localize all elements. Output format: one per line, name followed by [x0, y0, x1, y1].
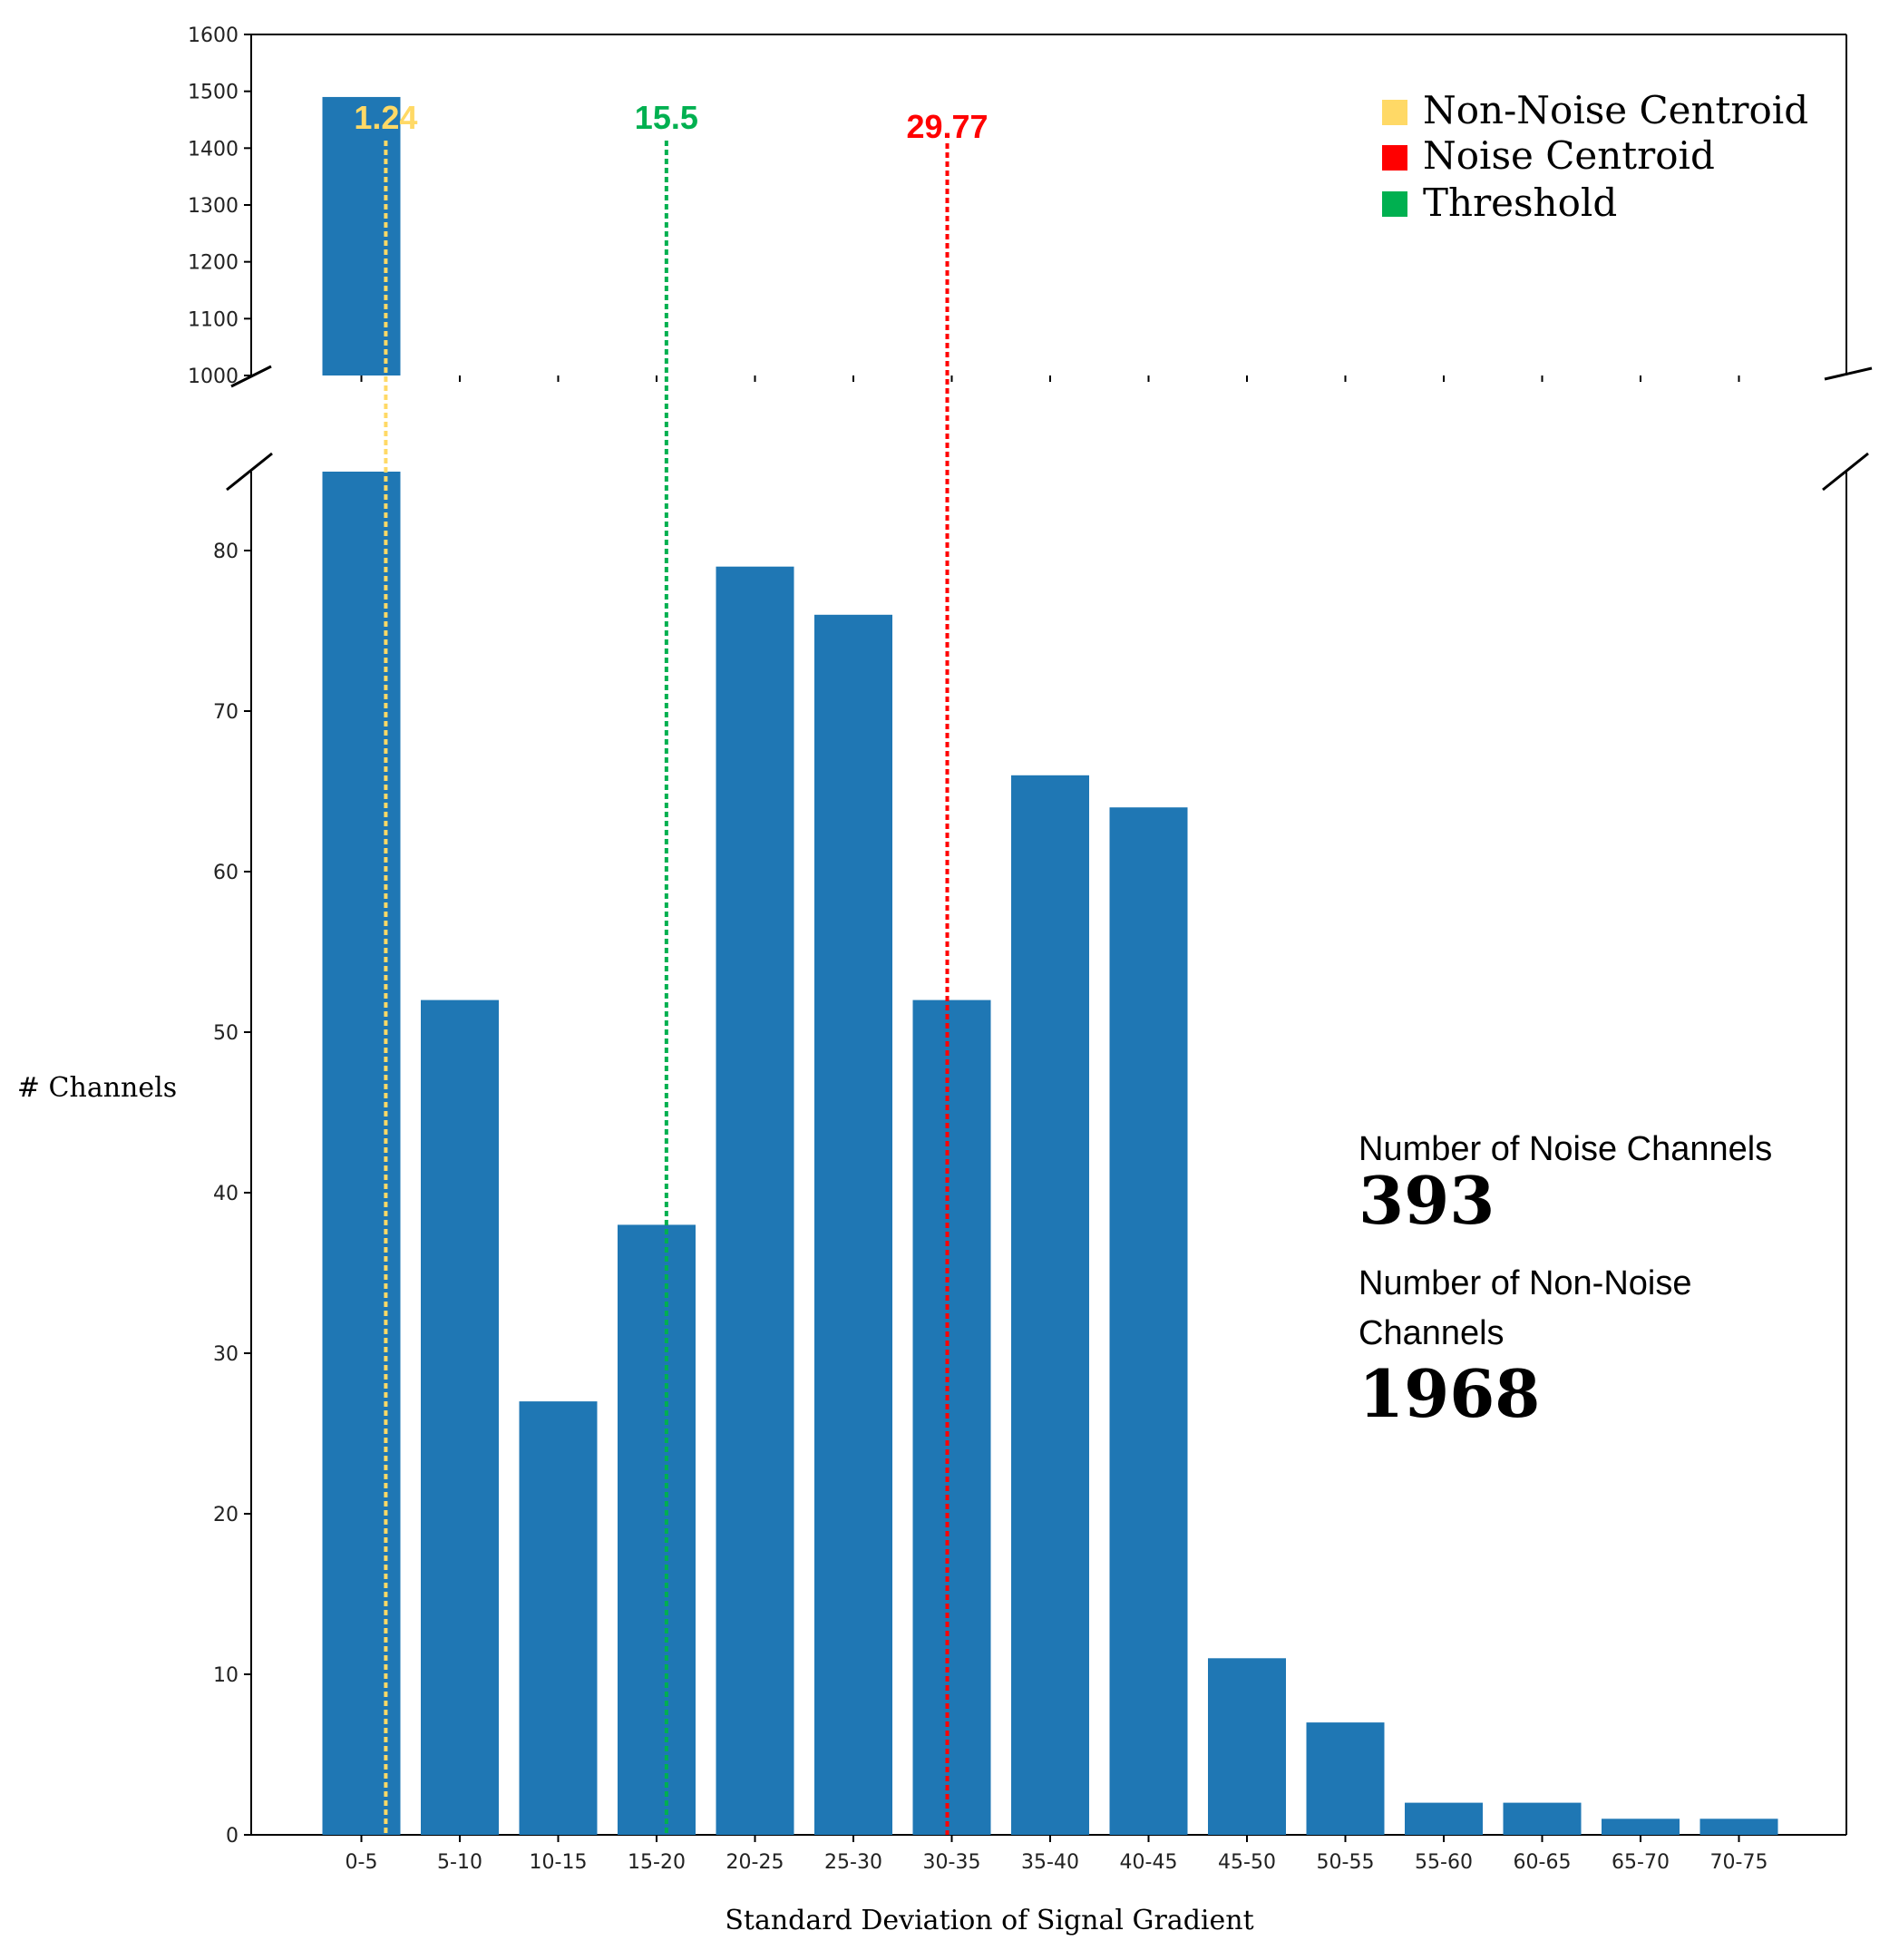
x-tick-label: 30-35: [923, 1851, 981, 1874]
upper-y-tick-label: 1100: [188, 308, 239, 331]
x-tick-label: 50-55: [1317, 1851, 1375, 1874]
lower-y-tick-label: 40: [213, 1183, 239, 1205]
legend-label-non-noise-centroid: Non-Noise Centroid: [1423, 88, 1808, 132]
marker-label-non-noise-centroid: 1.24: [354, 99, 417, 136]
x-tick-label: 65-70: [1612, 1851, 1670, 1874]
marker-label-threshold: 15.5: [635, 99, 698, 136]
bar-20-25: [716, 566, 794, 1836]
x-tick-label: 60-65: [1514, 1851, 1572, 1874]
axis-break-marks: [226, 365, 1873, 492]
x-tick-label: 20-25: [726, 1851, 784, 1874]
x-tick-label: 25-30: [824, 1851, 882, 1874]
bar-15-20: [618, 1224, 696, 1835]
bar-50-55: [1306, 1722, 1385, 1835]
x-ticks: 0-5 5-10 10-15 15-20 20-25 25-30 30-35 35-40 40-…: [346, 1835, 1768, 1874]
bar-35-40: [1011, 775, 1089, 1835]
legend: Non-Noise Centroid Noise Centroid Thresh…: [1382, 88, 1808, 225]
upper-x-tick-marks: [360, 375, 1740, 382]
x-tick-label: 10-15: [530, 1851, 588, 1874]
non-noise-channels-value: 1968: [1359, 1355, 1540, 1432]
lower-y-tick-label: 10: [213, 1664, 239, 1687]
bar-45-50: [1208, 1658, 1286, 1835]
bar-60-65: [1503, 1802, 1582, 1835]
bar-40-45: [1109, 807, 1188, 1836]
lower-y-tick-label: 0: [226, 1825, 239, 1848]
lower-y-tick-label: 80: [213, 541, 239, 563]
x-axis-label: Standard Deviation of Signal Gradient: [725, 1905, 1253, 1936]
lower-y-tick-label: 60: [213, 862, 239, 884]
x-tick-label: 35-40: [1021, 1851, 1079, 1874]
x-tick-label: 55-60: [1415, 1851, 1473, 1874]
upper-y-tick-label: 1400: [188, 138, 239, 161]
marker-label-noise-centroid: 29.77: [906, 108, 988, 145]
bar-70-75: [1699, 1819, 1778, 1835]
bar-25-30: [814, 614, 892, 1835]
x-tick-label: 40-45: [1120, 1851, 1178, 1874]
lower-y-ticks: 0 10 20 30 40 50 60 70 80: [213, 541, 251, 1848]
bar-55-60: [1405, 1802, 1483, 1835]
upper-y-ticks: 1000 1100 1200 1300 1400 1500 1600: [188, 24, 251, 388]
bar-upper-0-5: [322, 96, 401, 375]
upper-bars: [322, 96, 401, 375]
upper-y-tick-label: 1200: [188, 252, 239, 275]
noise-channels-label: Number of Noise Channels: [1359, 1130, 1772, 1168]
lower-y-tick-label: 30: [213, 1343, 239, 1366]
bar-0-5: [322, 472, 401, 1835]
channel-count-annotations: Number of Noise Channels 393 Number of N…: [1359, 1130, 1772, 1432]
non-noise-channels-label-line1: Number of Non-Noise: [1359, 1264, 1691, 1302]
x-tick-label: 45-50: [1218, 1851, 1276, 1874]
non-noise-channels-label-line2: Channels: [1359, 1314, 1505, 1352]
upper-y-tick-label: 1600: [188, 24, 239, 47]
legend-swatch-threshold: [1382, 191, 1407, 217]
legend-swatch-non-noise-centroid: [1382, 100, 1407, 125]
x-tick-label: 5-10: [437, 1851, 482, 1874]
upper-y-tick-label: 1300: [188, 195, 239, 218]
legend-label-noise-centroid: Noise Centroid: [1423, 133, 1715, 178]
lower-y-tick-label: 70: [213, 701, 239, 724]
lower-y-tick-label: 20: [213, 1504, 239, 1526]
upper-y-tick-label: 1500: [188, 82, 239, 104]
legend-label-threshold: Threshold: [1423, 180, 1617, 225]
bar-65-70: [1602, 1819, 1680, 1835]
bar-30-35: [912, 1000, 991, 1835]
noise-channels-value: 393: [1359, 1162, 1495, 1239]
x-tick-label: 0-5: [346, 1851, 378, 1874]
y-axis-label: # Channels: [17, 1072, 177, 1104]
marker-lines: 1.24 15.5 29.77: [354, 99, 988, 1835]
lower-y-tick-label: 50: [213, 1022, 239, 1045]
x-tick-label: 15-20: [628, 1851, 686, 1874]
x-tick-label: 70-75: [1710, 1851, 1768, 1874]
bar-10-15: [519, 1401, 598, 1835]
upper-y-tick-label: 1000: [188, 366, 239, 388]
bar-5-10: [421, 1000, 499, 1835]
legend-swatch-noise-centroid: [1382, 145, 1407, 171]
